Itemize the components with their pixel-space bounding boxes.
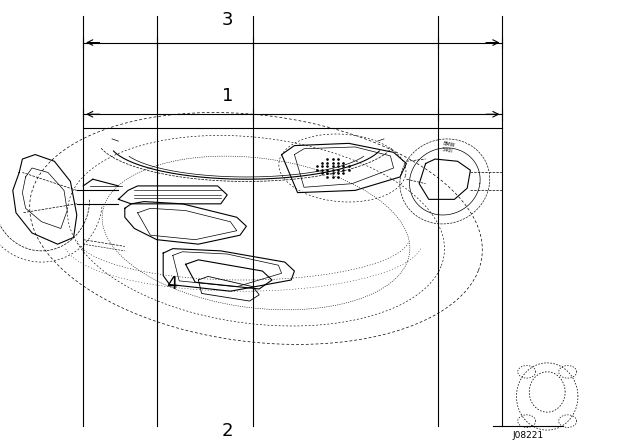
Text: J08221: J08221	[513, 431, 543, 440]
Text: 4: 4	[166, 276, 177, 293]
Text: 3: 3	[221, 11, 233, 29]
Text: BMW
540i: BMW 540i	[441, 142, 455, 154]
Text: 2: 2	[221, 422, 233, 440]
Text: 1: 1	[221, 87, 233, 105]
